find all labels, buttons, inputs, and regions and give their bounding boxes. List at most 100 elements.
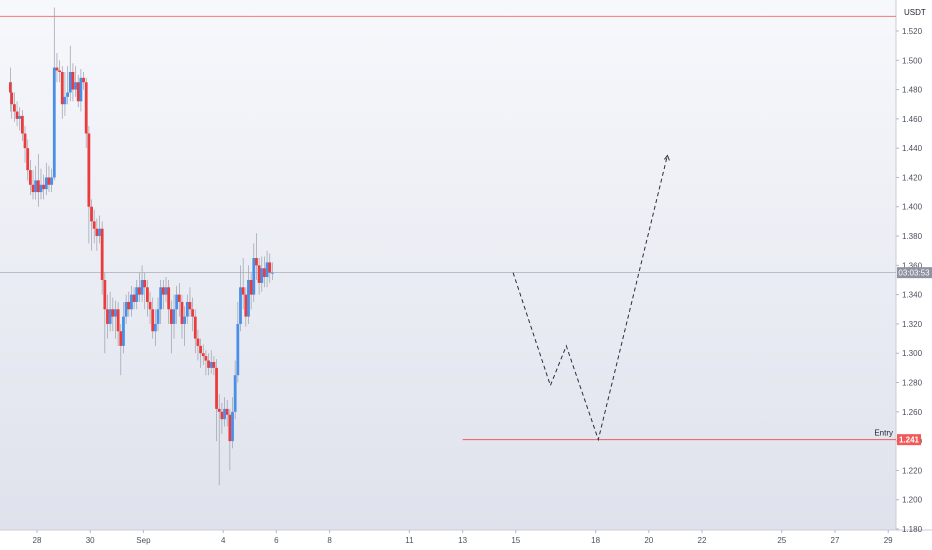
candle-body [23, 133, 27, 149]
candle-body [257, 265, 261, 283]
candle-body [223, 408, 226, 420]
candle-body [12, 104, 16, 112]
candle-body [135, 287, 139, 302]
price-tick-label: 1.360 [902, 261, 923, 270]
plot-area[interactable] [0, 0, 896, 530]
price-tick-label: 1.320 [902, 320, 923, 329]
candle-body [92, 221, 96, 229]
candle-body [175, 294, 179, 310]
candle-body [111, 309, 115, 317]
candle-body [36, 180, 40, 193]
price-tick-label: 1.400 [902, 203, 923, 212]
time-axis[interactable]: 28 30 Sep 4 6 8 11 13 15 18 20 22 25 27 29 [33, 530, 894, 545]
price-axis[interactable]: USDT1.1801.2001.2201.2401.2601.2801.3001… [896, 8, 926, 534]
time-tick-label: 20 [644, 536, 653, 545]
candle-body [140, 279, 144, 295]
projection-arrow-head [664, 154, 670, 161]
candle-body [180, 301, 184, 324]
candle-body [79, 77, 83, 102]
price-tick-label: 1.200 [902, 496, 923, 505]
price-tick-label: 1.440 [902, 144, 923, 153]
candle-body [247, 279, 250, 317]
candle-body [225, 408, 229, 415]
price-tags: 03:03:53 1.241 Entry [874, 267, 932, 446]
candle-body [212, 362, 216, 368]
currency-label: USDT [904, 8, 926, 17]
candle-body [260, 268, 264, 283]
time-tick-label: 18 [591, 536, 600, 545]
price-tick-label: 1.220 [902, 466, 923, 475]
candle-body [9, 82, 12, 93]
candle-body [76, 82, 80, 102]
candle-body [167, 287, 171, 310]
candle-body [255, 258, 258, 266]
candle-body [55, 67, 59, 71]
time-tick-label: 29 [884, 536, 893, 545]
candle-body [34, 180, 38, 193]
candle-body [84, 82, 88, 134]
candle-body [236, 323, 240, 376]
time-tick-label: 4 [221, 536, 226, 545]
candle-body [119, 331, 123, 346]
candle-body [66, 92, 69, 97]
candle-body [108, 309, 112, 324]
candle-body [20, 115, 24, 134]
candle-body [199, 345, 202, 354]
candle-body [183, 316, 187, 324]
candle-body [265, 262, 269, 278]
candle-body [188, 301, 192, 310]
candle-body [151, 309, 155, 332]
candle-body [204, 356, 208, 361]
candle-body [231, 411, 234, 442]
price-tick-label: 1.460 [902, 115, 923, 124]
price-tick-label: 1.300 [902, 349, 923, 358]
entry-price-tag [897, 434, 921, 446]
candle-body [52, 67, 56, 178]
candle-body [90, 206, 93, 222]
time-tick-label: 25 [777, 536, 786, 545]
candle-body [26, 148, 30, 171]
price-tick-label: 1.520 [902, 27, 923, 36]
candle-body [74, 82, 77, 90]
candle-body [156, 309, 160, 324]
candle-body [263, 268, 266, 278]
countdown-tag [897, 267, 932, 279]
price-tick-label: 1.420 [902, 173, 923, 182]
candle-body [122, 316, 125, 346]
projection-path [512, 154, 670, 442]
candle-body [127, 301, 131, 310]
candle-body [42, 184, 46, 190]
price-tick-label: 1.280 [902, 379, 923, 388]
candle-body [47, 177, 51, 185]
candle-body [164, 287, 168, 295]
candle-body [98, 228, 101, 237]
candle-body [31, 184, 35, 193]
candle-body [215, 367, 218, 409]
candle-body [18, 115, 22, 119]
time-tick-label: 28 [33, 536, 42, 545]
candle-body [161, 287, 165, 295]
candle-body [177, 294, 181, 302]
entry-price-label: 1.241 [899, 436, 920, 445]
candle-body [193, 316, 197, 339]
level-lines [0, 15, 896, 441]
candle-body [239, 287, 242, 324]
candle-body [185, 301, 189, 317]
candle-body [82, 77, 85, 83]
candle-body [153, 323, 157, 332]
time-tick-label: 27 [831, 536, 840, 545]
candle-body [169, 309, 173, 324]
candle-body [114, 309, 117, 317]
candle-body [124, 301, 128, 317]
candle-body [249, 279, 253, 295]
candle-body [68, 71, 72, 93]
candle-body [106, 309, 109, 324]
candle-body [268, 262, 272, 273]
projection-dashed-line [512, 155, 668, 442]
price-tick-label: 1.480 [902, 86, 923, 95]
candle-body [130, 294, 133, 310]
candle-body [209, 362, 213, 368]
time-tick-label: 8 [327, 536, 332, 545]
